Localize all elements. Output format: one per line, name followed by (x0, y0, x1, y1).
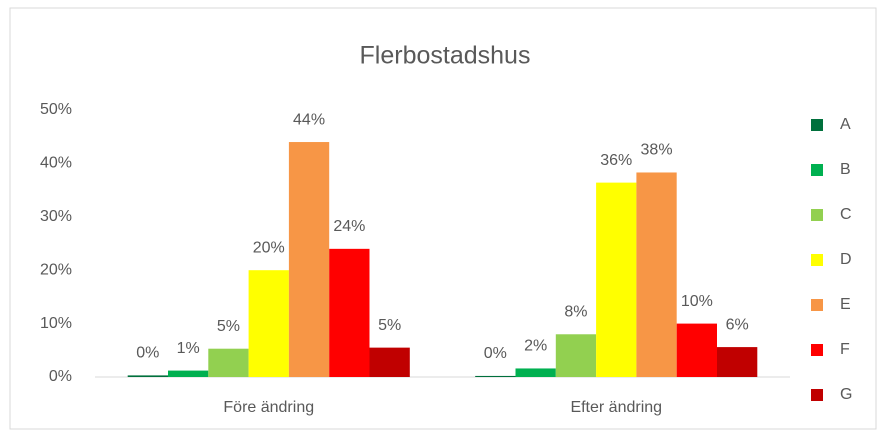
legend-label: E (840, 296, 851, 313)
bar (248, 270, 289, 377)
legend-swatch (811, 344, 823, 356)
legend-label: F (840, 341, 850, 358)
value-label: 2% (524, 338, 547, 355)
bar (329, 248, 370, 377)
legend-swatch (811, 209, 823, 221)
bar (515, 368, 556, 377)
value-label: 0% (136, 345, 159, 362)
bar (717, 347, 758, 377)
y-tick-label: 10% (40, 315, 72, 332)
y-tick-label: 0% (49, 368, 72, 385)
legend-swatch (811, 254, 823, 266)
value-label: 20% (253, 239, 285, 256)
legend-label: G (840, 386, 852, 403)
value-label: 8% (564, 303, 587, 320)
value-label: 0% (484, 345, 507, 362)
y-tick-label: 50% (40, 101, 72, 118)
value-label: 44% (293, 111, 325, 128)
legend-label: C (840, 206, 852, 223)
value-label: 10% (681, 293, 713, 310)
value-label: 38% (641, 142, 673, 159)
bar (127, 375, 168, 377)
value-label: 36% (600, 152, 632, 169)
y-tick-label: 20% (40, 261, 72, 278)
bar (636, 172, 677, 377)
legend-label: B (840, 161, 851, 178)
legend-swatch (811, 389, 823, 401)
value-label: 5% (378, 317, 401, 334)
bar (596, 182, 637, 377)
bar (369, 347, 410, 377)
y-tick-label: 40% (40, 155, 72, 172)
bar (168, 370, 209, 377)
chart-title: Flerbostadshus (360, 42, 531, 70)
y-tick-label: 30% (40, 208, 72, 225)
legend-label: A (840, 116, 851, 133)
bar (676, 323, 717, 377)
bar (208, 348, 249, 377)
bar (475, 375, 516, 377)
value-label: 24% (333, 218, 365, 235)
bar (555, 334, 597, 377)
value-label: 5% (217, 318, 240, 335)
legend-swatch (811, 119, 823, 131)
legend-swatch (811, 164, 823, 176)
x-tick-label: Före ändring (223, 399, 314, 416)
bar (288, 142, 330, 377)
value-label: 6% (726, 316, 749, 333)
x-tick-label: Efter ändring (570, 399, 662, 416)
legend-label: D (840, 251, 852, 268)
value-label: 1% (177, 340, 200, 357)
legend-swatch (811, 299, 823, 311)
